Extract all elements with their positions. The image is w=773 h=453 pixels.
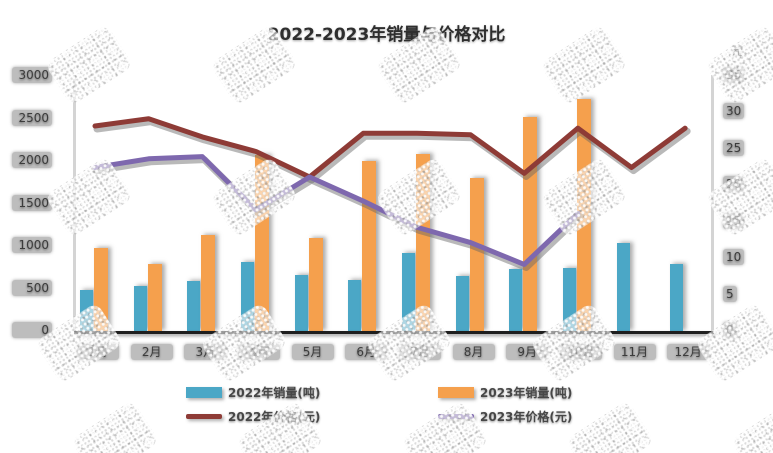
- y-left-tick-2000: 2000: [12, 152, 52, 168]
- y-left-tick-3000: 3000: [12, 67, 52, 83]
- bar-2023年销量(吨)-2月: [147, 264, 162, 331]
- bar-2022年销量(吨)-6月: [348, 279, 362, 331]
- bar-2022年销量(吨)-12月: [670, 264, 684, 331]
- line-2022年价格(元): [92, 116, 688, 180]
- y-left-tick-2500: 2500: [12, 109, 52, 126]
- x-tick-5月: 5月: [291, 344, 334, 360]
- legend-swatch-darkred-line: [186, 413, 222, 419]
- legend-item-2022-sales: 2022年销量(吨): [186, 384, 438, 400]
- bar-2023年销量(吨)-5月: [308, 238, 323, 331]
- bar-2022年销量(吨)-2月: [133, 285, 147, 331]
- y-left-tick-500: 500: [12, 279, 52, 296]
- legend: 2022年销量(吨) 2023年销量(吨) 2022年价格(元) 2023年价格…: [186, 384, 572, 424]
- legend-swatch-teal-bar: [186, 386, 222, 398]
- y-right-tick-30: 30: [723, 103, 745, 120]
- y-right-tick-10: 10: [723, 249, 745, 266]
- legend-label-2023-price: 2023年价格(元): [480, 409, 573, 424]
- line-shadow-2023年价格(元): [93, 156, 584, 271]
- legend-label-2023-sales: 2023年销量(吨): [480, 385, 573, 400]
- bar-2022年销量(吨)-11月: [616, 242, 630, 331]
- x-tick-2月: 2月: [130, 344, 173, 360]
- y-left-tick-1000: 1000: [12, 237, 52, 253]
- bar-2023年销量(吨)-3月: [201, 234, 216, 331]
- legend-item-2023-sales: 2023年销量(吨): [438, 384, 572, 400]
- bar-2022年销量(吨)-3月: [187, 281, 201, 331]
- bar-2022年销量(吨)-9月: [509, 268, 523, 331]
- y-left-tick-1500: 1500: [12, 194, 52, 211]
- bar-2022年销量(吨)-8月: [455, 276, 469, 331]
- legend-swatch-orange-bar: [438, 386, 474, 398]
- x-tick-11月: 11月: [613, 344, 656, 360]
- x-tick-8月: 8月: [452, 344, 495, 360]
- y-left-tick-0: 0: [12, 322, 52, 338]
- legend-label-2022-sales: 2022年销量(吨): [228, 385, 321, 400]
- bar-2022年销量(吨)-5月: [294, 275, 308, 331]
- line-2023年价格(元): [92, 154, 581, 267]
- y-right-tick-25: 25: [723, 139, 745, 156]
- bar-2023年销量(吨)-8月: [469, 177, 484, 331]
- y-right-tick-5: 5: [723, 285, 737, 302]
